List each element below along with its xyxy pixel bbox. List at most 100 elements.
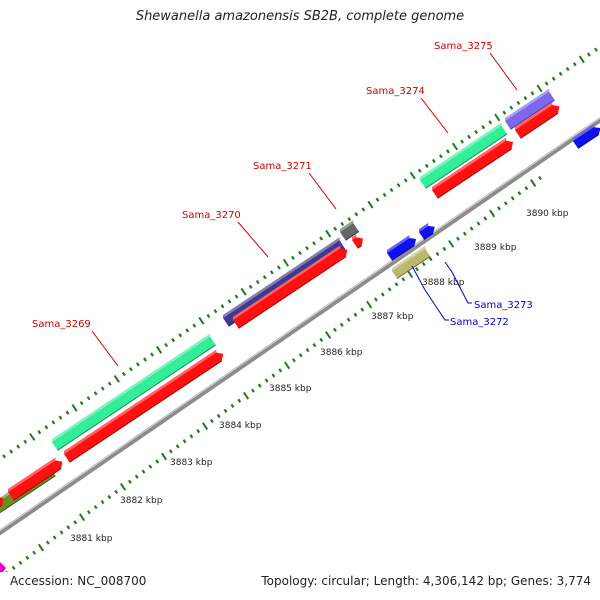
minor-tick xyxy=(333,327,337,333)
feature-Sama_3272 xyxy=(387,235,417,261)
block-shadow-edge xyxy=(13,468,62,501)
block-top-face xyxy=(573,124,594,141)
minor-tick xyxy=(387,287,392,292)
minor-tick xyxy=(2,454,7,459)
minor-tick xyxy=(291,255,295,260)
minor-tick xyxy=(45,540,50,545)
block-front-face xyxy=(515,105,560,139)
minor-tick xyxy=(51,420,56,425)
minor-tick xyxy=(354,212,359,217)
scale-label: 3887 kbp xyxy=(371,312,414,322)
accession-text: Accession: NC_008700 xyxy=(10,574,147,588)
major-tick xyxy=(71,404,78,412)
outer-tick-track xyxy=(2,47,598,459)
minor-tick xyxy=(66,525,71,530)
minor-tick xyxy=(586,52,591,57)
block-front-face xyxy=(64,352,224,463)
major-tick xyxy=(37,543,45,552)
minor-tick xyxy=(255,279,260,285)
feature-Sama_3273 xyxy=(419,222,435,240)
major-tick xyxy=(198,316,205,325)
scale-label: 3890 kbp xyxy=(526,209,569,219)
minor-tick xyxy=(346,317,351,322)
minor-tick xyxy=(16,444,21,449)
minor-tick xyxy=(312,241,317,246)
minor-tick xyxy=(442,246,447,251)
minor-tick xyxy=(65,410,70,415)
minor-tick xyxy=(417,168,422,173)
block-top-face xyxy=(233,245,341,320)
gene-label-Sama_3273: Sama_3273 xyxy=(474,300,533,311)
block-front-face xyxy=(392,248,431,279)
minor-tick xyxy=(206,313,211,319)
block-shadow-edge xyxy=(423,232,434,240)
minor-tick xyxy=(23,439,28,444)
scale-label: 3882 kbp xyxy=(120,496,163,506)
major-tick xyxy=(578,55,585,64)
minor-tick xyxy=(136,362,140,367)
minor-tick xyxy=(460,139,464,144)
block-shadow-edge xyxy=(437,148,512,199)
major-tick xyxy=(29,433,36,441)
forward-inner-features xyxy=(0,102,560,508)
minor-tick xyxy=(107,381,112,386)
forward-inner-feature xyxy=(352,234,364,249)
magenta-feature-marker xyxy=(0,562,6,572)
block-shadow-edge xyxy=(357,245,362,249)
block-shadow-edge xyxy=(57,344,216,451)
block-top-face xyxy=(505,88,550,121)
minor-tick xyxy=(155,459,160,464)
block-front-face xyxy=(52,336,216,451)
major-tick xyxy=(451,142,459,151)
minor-tick xyxy=(446,149,450,154)
minor-tick xyxy=(298,250,302,256)
gene-label-Sama_3275: Sama_3275 xyxy=(434,41,493,52)
minor-tick xyxy=(18,560,23,565)
backbone-line xyxy=(0,116,600,536)
minor-tick xyxy=(530,91,535,96)
minor-tick xyxy=(403,178,408,183)
block-shadow-edge xyxy=(345,231,360,241)
feature-Sama_3275 xyxy=(505,88,555,130)
scale-label: 3885 kbp xyxy=(269,384,312,394)
leader-line-Sama_3270 xyxy=(237,221,269,258)
major-tick xyxy=(409,171,416,180)
major-tick xyxy=(367,200,374,209)
major-tick xyxy=(282,258,289,267)
block-shadow-edge xyxy=(69,360,223,463)
minor-tick xyxy=(544,81,549,86)
minor-tick xyxy=(209,418,214,424)
block-shadow-edge xyxy=(0,475,56,514)
block-shadow-edge xyxy=(391,245,415,261)
minor-tick xyxy=(168,449,173,454)
reverse-features xyxy=(387,124,600,279)
major-tick xyxy=(366,300,373,309)
minor-tick xyxy=(483,216,488,221)
major-tick xyxy=(240,287,247,296)
block-front-face xyxy=(573,127,600,149)
minor-tick xyxy=(227,299,232,304)
minor-tick xyxy=(150,352,154,357)
minor-tick xyxy=(509,105,514,110)
block-top-face xyxy=(352,234,357,240)
minor-tick xyxy=(510,196,515,201)
gene-label-Sama_3272: Sama_3272 xyxy=(450,317,509,328)
minor-tick xyxy=(192,323,197,328)
minor-tick xyxy=(271,373,276,378)
minor-tick xyxy=(175,444,180,449)
minor-tick xyxy=(220,304,225,309)
minor-tick xyxy=(340,221,345,227)
major-tick xyxy=(243,391,250,400)
minor-tick xyxy=(503,201,508,206)
minor-tick xyxy=(4,570,8,572)
forward-inner-feature xyxy=(64,349,224,463)
major-tick xyxy=(325,331,332,339)
minor-tick xyxy=(524,186,529,191)
minor-tick xyxy=(375,197,380,202)
minor-tick xyxy=(312,342,317,348)
block-front-face xyxy=(8,460,63,501)
minor-tick xyxy=(262,275,267,280)
minor-tick xyxy=(462,231,467,236)
minor-tick xyxy=(516,100,521,106)
